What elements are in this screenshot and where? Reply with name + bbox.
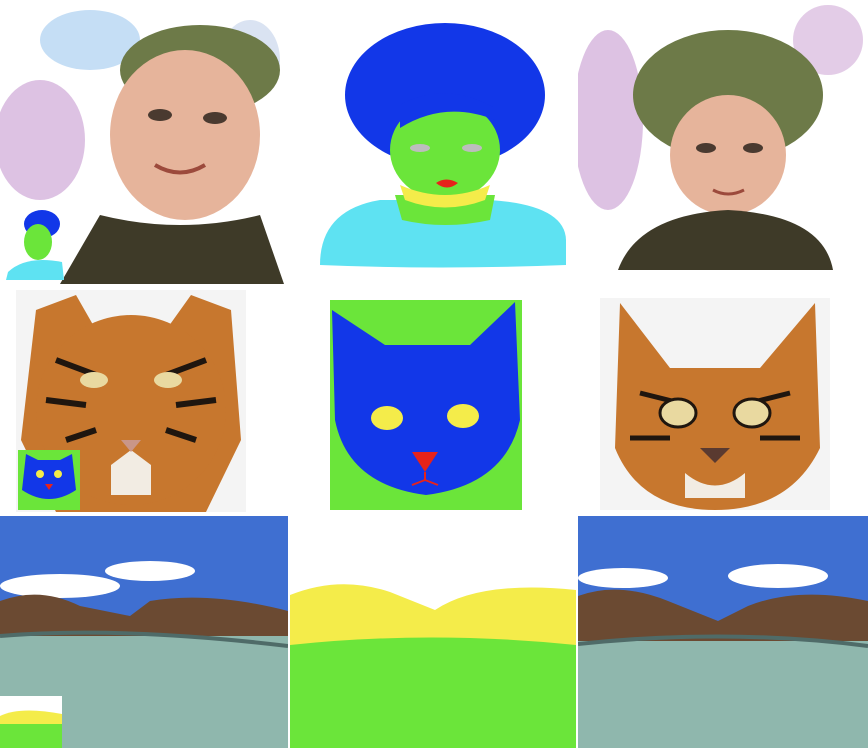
child-segmentation-map-icon <box>290 0 576 284</box>
row2-style-source-image <box>16 290 246 512</box>
synthesized-rocky-shore-lake-icon <box>578 516 868 748</box>
row1-mask-thumbnail <box>6 210 64 280</box>
tiger-textured-cat-face-icon <box>600 298 830 510</box>
row3-semantic-mask-image <box>290 520 576 748</box>
row1-result-image <box>578 0 868 284</box>
row1-style-source-image <box>0 0 284 284</box>
row1-semantic-mask-image <box>290 0 576 284</box>
landscape-segmentation-map-icon <box>290 520 576 748</box>
row2-semantic-mask-image <box>330 300 522 510</box>
row3-style-source-image <box>0 516 288 748</box>
cat-segmentation-map-icon <box>330 300 522 510</box>
row2-mask-thumbnail <box>18 450 80 510</box>
row2-result-image <box>600 298 830 510</box>
tiger-face-photo-icon <box>16 290 246 512</box>
row3-result-image <box>578 516 868 748</box>
watercolor-curly-child-portrait-icon <box>578 0 868 284</box>
row3-mask-thumbnail <box>0 696 62 748</box>
